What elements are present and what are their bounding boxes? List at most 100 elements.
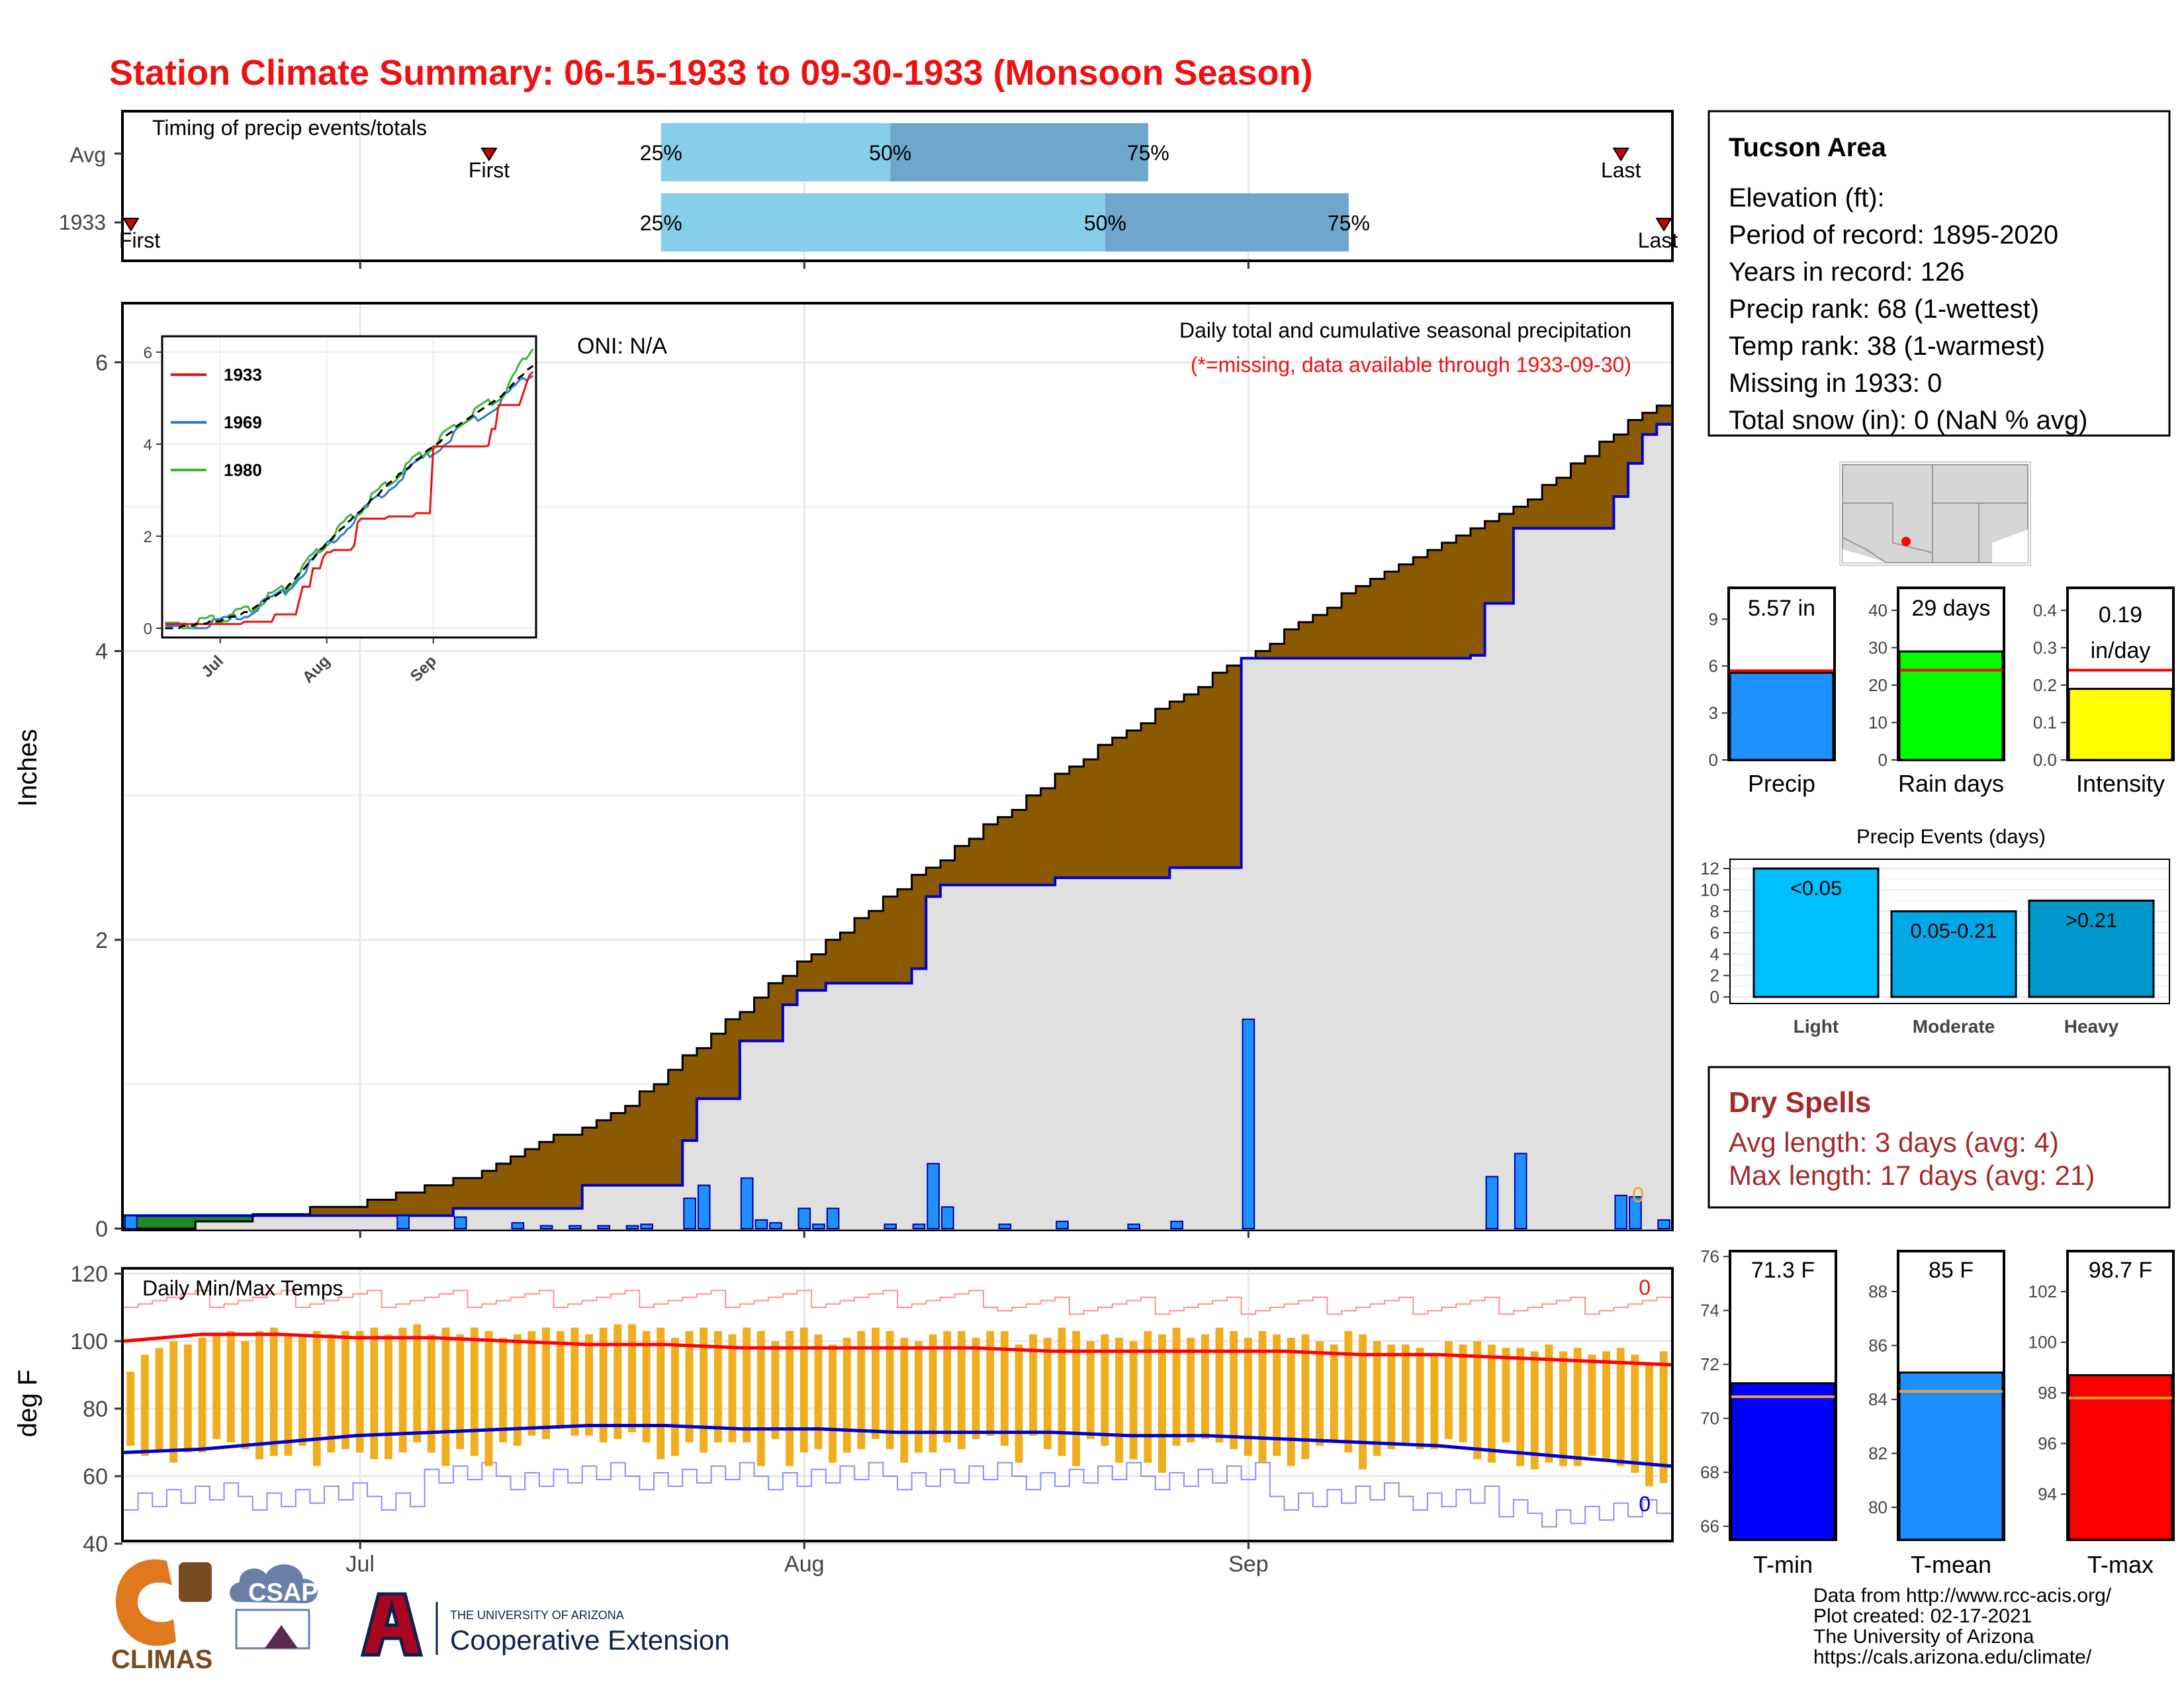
daily-temp-bar	[972, 1337, 980, 1439]
precip-deficit-band	[825, 939, 841, 984]
location-map	[1839, 461, 2031, 566]
daily-temp-bar	[1043, 1337, 1052, 1450]
precip-surplus-band	[195, 1215, 210, 1222]
daily-temp-bar	[341, 1331, 349, 1450]
temp-missing-min: 0	[1639, 1492, 1651, 1516]
precip-deficit-band	[410, 1192, 426, 1216]
daily-temp-bar	[169, 1341, 178, 1463]
daily-temp-bar	[183, 1344, 192, 1453]
precip-surplus-band	[224, 1215, 239, 1222]
daily-temp-bar	[614, 1324, 622, 1439]
precip-deficit-band	[897, 889, 913, 984]
daily-precip-bar	[1127, 1223, 1141, 1230]
daily-temp-bar	[1230, 1331, 1238, 1450]
mini-bar-ytick-label: 0.2	[2033, 675, 2057, 695]
dry-spells-frame	[1707, 1066, 2171, 1209]
daily-temp-bar	[1129, 1341, 1138, 1460]
first-event-label: First	[119, 228, 160, 252]
info-snow: Total snow (in): 0 (NaN % avg)	[1729, 406, 2087, 435]
inset-ytick-label: 4	[144, 436, 152, 454]
first-event-marker	[122, 218, 140, 232]
precip-deficit-band	[639, 1091, 655, 1186]
daily-temp-bar	[1616, 1348, 1625, 1466]
timing-row-avg: Avg	[69, 143, 106, 167]
precip-deficit-band	[467, 1178, 482, 1209]
precip-deficit-band	[711, 1033, 726, 1099]
inset-ytick-label: 2	[144, 528, 152, 546]
daily-temp-bar	[657, 1327, 665, 1460]
mini-bar-value-unit: in/day	[2091, 638, 2151, 663]
precip-deficit-band	[510, 1156, 525, 1209]
daily-temp-bar	[585, 1334, 593, 1436]
daily-temp-bar	[1631, 1354, 1639, 1473]
mini-bar-ytick-label: 0.3	[2033, 637, 2057, 657]
precip-deficit-band	[1269, 643, 1285, 659]
precip-deficit-band	[367, 1199, 383, 1216]
avg-min-temp-line	[123, 1424, 1672, 1468]
daily-temp-bar	[829, 1344, 837, 1463]
temp-bar-tmin	[1730, 1382, 1836, 1541]
avg-cumulative-line	[124, 404, 1671, 1230]
info-years: Years in record: 126	[1729, 258, 1965, 287]
precip-ytick-label: 4	[95, 639, 108, 665]
events-category-label: Heavy	[2064, 1016, 2119, 1037]
mini-bar-label: Rain days	[1898, 770, 2004, 797]
precip-deficit-band	[1169, 701, 1185, 868]
daily-precip-bar	[697, 1184, 711, 1229]
daily-temp-bar	[1373, 1341, 1381, 1456]
precip-ytick-label: 2	[95, 928, 108, 953]
temp-panel: 40 60 80 100 120 Jul Aug Sep Daily Min/Max Temp…	[13, 1262, 1674, 1577]
precip-deficit-band	[1040, 788, 1056, 885]
daily-temp-bar	[1158, 1334, 1166, 1473]
daily-temp-bar	[1344, 1331, 1353, 1453]
daily-temp-bar	[1029, 1334, 1038, 1436]
map-borders	[1842, 465, 2028, 563]
precip-deficit-band	[983, 824, 999, 885]
ua-a-mark	[360, 1592, 424, 1657]
precip-deficit-band	[883, 896, 898, 984]
temp-bar-ytick-label: 70	[1700, 1409, 1719, 1429]
daily-temp-bar	[786, 1331, 794, 1466]
temp-bar-ytick-label: 98	[2038, 1383, 2057, 1403]
daily-temp-bar	[1487, 1344, 1496, 1463]
daily-precip-bar	[826, 1207, 840, 1230]
mini-bar-ytick-label: 0.0	[2033, 750, 2057, 770]
events-category-label: Light	[1794, 1016, 1839, 1037]
daily-temp-bar	[1115, 1337, 1123, 1463]
precip-deficit-band	[381, 1199, 396, 1216]
daily-precip-bar	[625, 1225, 639, 1229]
daily-temp-bar	[1545, 1344, 1553, 1463]
precip-deficit-band	[1069, 767, 1084, 878]
daily-temp-bar	[513, 1334, 522, 1446]
daily-temp-bar	[1273, 1334, 1281, 1456]
temp-bar-ytick-label: 68	[1700, 1462, 1719, 1482]
mini-bar-ytick-label: 0	[1709, 750, 1718, 770]
precip-deficit-band	[1570, 463, 1586, 529]
temp-ytick-label: 60	[83, 1464, 108, 1489]
precip-deficit-band	[1556, 477, 1571, 529]
inset-ytick-label: 0	[144, 620, 152, 638]
avg-max-temp-line	[123, 1333, 1672, 1367]
daily-temp-bar	[298, 1334, 307, 1446]
info-temp-rank: Temp rank: 38 (1-warmest)	[1729, 332, 2045, 361]
daily-precip-bar	[124, 1215, 138, 1230]
timing-p50-label: 50%	[1084, 211, 1126, 235]
temp-bar-ytick-label: 96	[2038, 1434, 2057, 1454]
daily-temp-bar	[799, 1327, 808, 1453]
timing-p75-label: 75%	[1328, 211, 1370, 235]
daily-temp-bar	[370, 1327, 379, 1460]
timing-bar-50-75	[1105, 193, 1349, 252]
daily-temp-bar	[1201, 1334, 1209, 1439]
precip-deficit-band	[1456, 536, 1471, 659]
precip-deficit-band	[1012, 810, 1027, 885]
daily-temp-bar	[1387, 1344, 1396, 1450]
precip-deficit-band	[1484, 521, 1500, 604]
precip-deficit-band	[439, 1185, 454, 1216]
precip-deficit-band	[840, 932, 855, 984]
precip-ylabel: Inches	[13, 729, 42, 807]
precip-deficit-band	[1370, 579, 1385, 659]
seasonal-totals-bars: 0 3 6 9 Precip 5.57 in 0 10 20 30 40 Rain days 29 da…	[1709, 586, 2175, 797]
daily-temp-bar	[1086, 1341, 1095, 1439]
timing-panel: Timing of precip events/totals Avg 1933 …	[59, 110, 1678, 269]
daily-temp-bar	[599, 1327, 608, 1442]
